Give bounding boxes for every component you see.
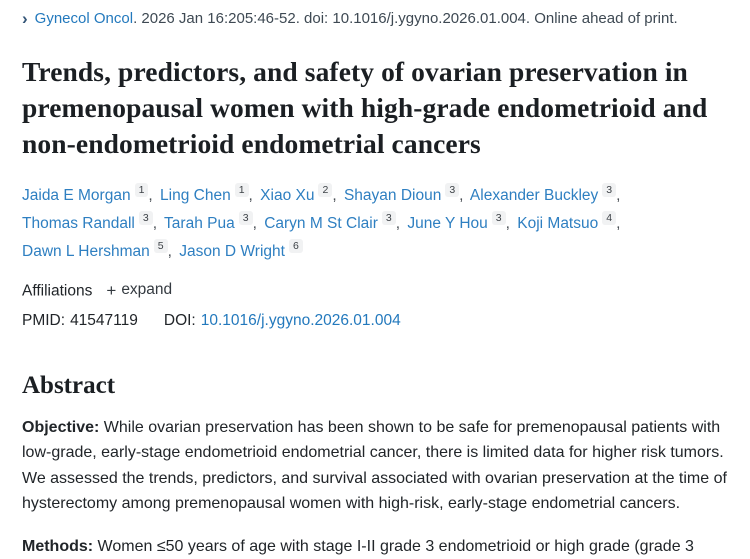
author-item: June Y Hou 3	[407, 211, 506, 233]
author-link[interactable]: Thomas Randall	[22, 215, 135, 233]
author-separator: ,	[395, 215, 401, 233]
author-separator: ,	[332, 187, 337, 205]
author-item: Thomas Randall 3	[22, 211, 153, 233]
pmid-value: 41547119	[70, 311, 138, 329]
author-affiliation-number[interactable]: 4	[602, 211, 617, 226]
author-item: Dawn L Hershman 5	[22, 239, 168, 261]
author-separator: ,	[616, 215, 621, 233]
author-link[interactable]: Alexander Buckley	[469, 187, 599, 205]
author-link[interactable]: Xiao Xu	[260, 187, 315, 205]
author-affiliation-number[interactable]: 1	[134, 183, 149, 198]
author-link[interactable]: June Y Hou	[407, 215, 488, 233]
affiliations-label: Affiliations	[22, 282, 93, 300]
author-item: Caryn M St Clair 3	[264, 211, 396, 233]
author-link[interactable]: Jaida E Morgan	[22, 187, 131, 205]
author-separator: ,	[459, 187, 464, 205]
author-item: Jason D Wright 6	[179, 239, 303, 261]
author-separator: ,	[152, 215, 158, 233]
author-separator: ,	[252, 215, 257, 233]
methods-text: Women ≤50 years of age with stage I-II g…	[93, 537, 694, 555]
doi-link[interactable]: 10.1016/j.ygyno.2026.01.004	[200, 311, 401, 329]
author-item: Ling Chen 1	[160, 183, 249, 205]
author-item: Shayan Dioun 3	[343, 183, 460, 205]
author-separator: ,	[248, 187, 253, 205]
author-link[interactable]: Tarah Pua	[164, 215, 235, 233]
chevron-right-icon[interactable]: ›	[22, 9, 28, 28]
author-separator: ,	[167, 243, 172, 261]
plus-icon: +	[106, 280, 117, 300]
author-affiliation-number[interactable]: 6	[288, 239, 303, 254]
abstract-heading: Abstract	[22, 371, 116, 399]
author-link[interactable]: Koji Matsuo	[517, 215, 599, 233]
author-separator: ,	[505, 215, 510, 233]
author-link[interactable]: Caryn M St Clair	[264, 215, 378, 233]
author-separator: ,	[616, 187, 621, 205]
author-separator: ,	[148, 187, 153, 205]
author-affiliation-number[interactable]: 3	[491, 211, 506, 226]
author-item: Alexander Buckley 3	[469, 183, 617, 205]
author-item: Xiao Xu 2	[260, 183, 333, 205]
author-item: Tarah Pua 3	[164, 211, 253, 233]
author-affiliation-number[interactable]: 5	[153, 239, 168, 254]
journal-link[interactable]: Gynecol Oncol	[34, 10, 134, 27]
author-link[interactable]: Shayan Dioun	[343, 187, 442, 205]
objective-label: Objective:	[22, 418, 100, 436]
author-affiliation-number[interactable]: 2	[318, 183, 333, 198]
journal-citation: › Gynecol Oncol. 2026 Jan 16:205:46-52. d…	[22, 8, 728, 30]
abstract-methods-paragraph: Methods: Women ≤50 years of age with sta…	[22, 534, 728, 559]
author-affiliation-number[interactable]: 3	[138, 211, 153, 226]
objective-text: While ovarian preservation has been show…	[22, 418, 727, 513]
doi-group: DOI: 10.1016/j.ygyno.2026.01.004	[164, 312, 401, 329]
identifiers-row: PMID: 41547119 DOI: 10.1016/j.ygyno.2026.01…	[22, 312, 728, 330]
authors-list: Jaida E Morgan 1, Ling Chen 1, Xiao Xu 2, S…	[22, 182, 728, 266]
pmid-label: PMID:	[22, 311, 66, 329]
doi-label: DOI:	[163, 311, 196, 329]
expand-label: expand	[121, 281, 173, 299]
author-affiliation-number[interactable]: 3	[602, 183, 617, 198]
author-link[interactable]: Jason D Wright	[179, 243, 285, 261]
citation-details: . 2026 Jan 16:205:46-52. doi: 10.1016/j.…	[133, 10, 678, 27]
author-link[interactable]: Ling Chen	[160, 187, 231, 205]
author-item: Jaida E Morgan 1	[22, 183, 149, 205]
author-item: Koji Matsuo 4	[517, 211, 617, 233]
abstract-objective-paragraph: Objective: While ovarian preservation ha…	[22, 415, 728, 517]
affiliations-row: Affiliations + expand	[22, 281, 728, 301]
author-affiliation-number[interactable]: 1	[234, 183, 249, 198]
author-link[interactable]: Dawn L Hershman	[22, 243, 150, 261]
methods-label: Methods:	[22, 537, 94, 555]
author-affiliation-number[interactable]: 3	[445, 183, 460, 198]
author-affiliation-number[interactable]: 3	[238, 211, 253, 226]
article-title: Trends, predictors, and safety of ovaria…	[22, 56, 708, 160]
affiliations-expand-button[interactable]: + expand	[106, 281, 172, 299]
author-affiliation-number[interactable]: 3	[381, 211, 396, 226]
